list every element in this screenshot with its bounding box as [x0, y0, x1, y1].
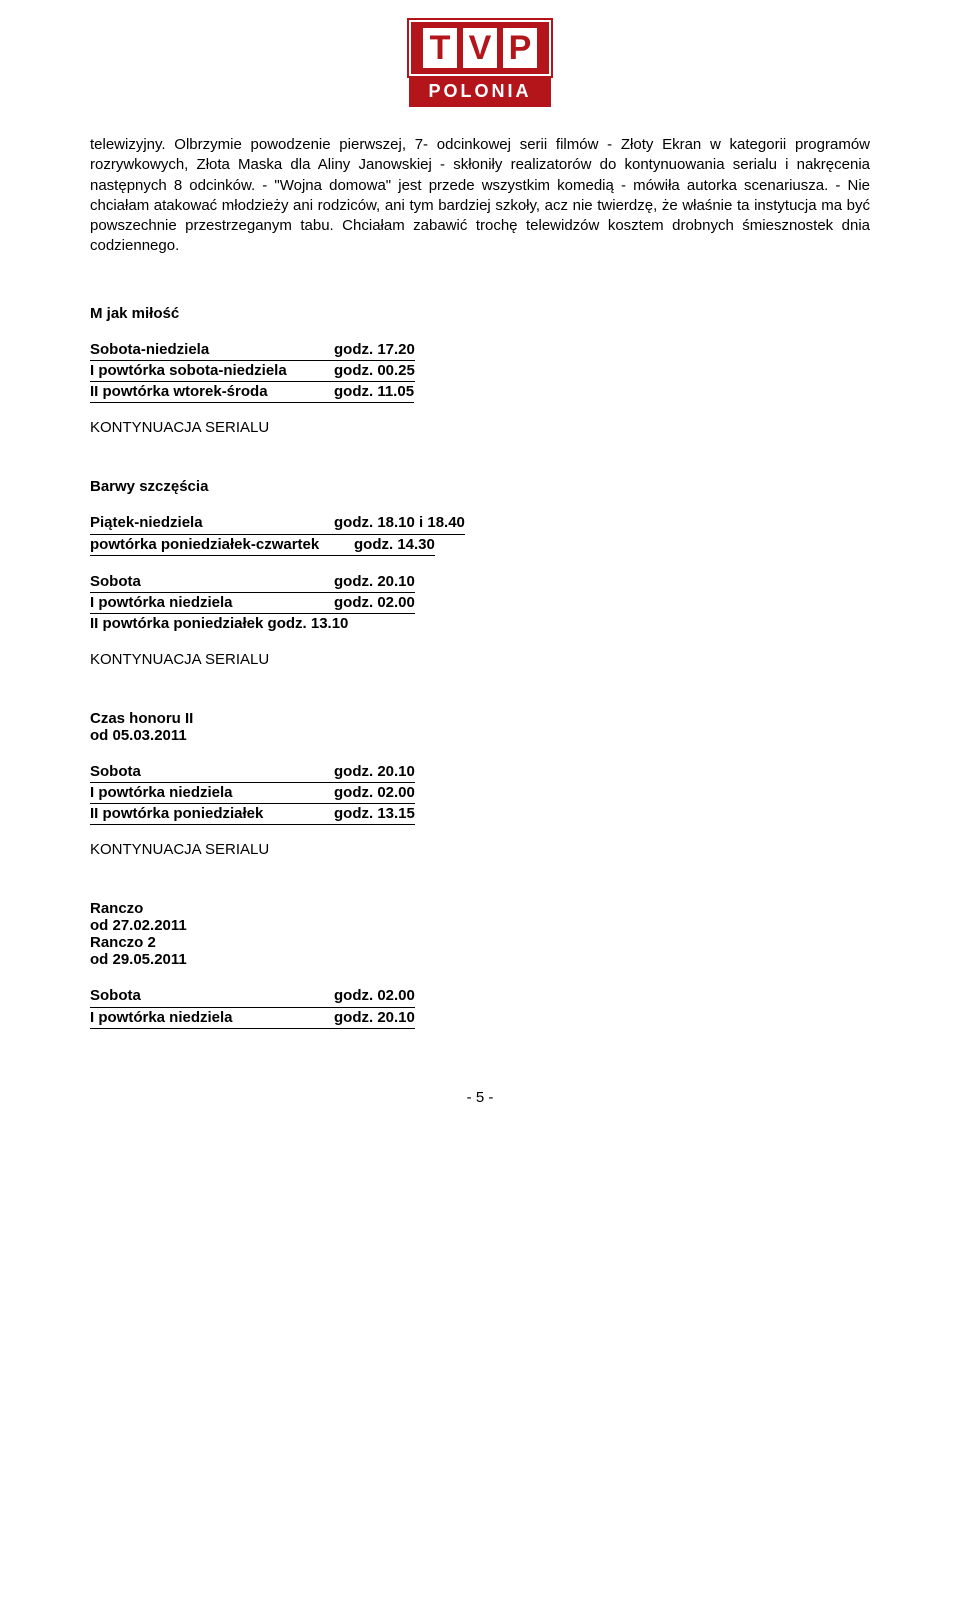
section-barwy-szczescia: Barwy szczęścia Piątek-niedziela godz. 1… [90, 478, 870, 667]
continuation-label: KONTYNUACJA SERIALU [90, 841, 870, 858]
schedule-time: godz. 13.15 [330, 804, 415, 825]
schedule-row: Sobota-niedziela godz. 17.20 [90, 340, 870, 361]
schedule-time: godz. 02.00 [330, 986, 415, 1007]
logo-letter-p: P [503, 28, 537, 68]
schedule-block: Piątek-niedziela godz. 18.10 i 18.40 pow… [90, 513, 870, 556]
schedule-row: II powtórka poniedziałek godz. 13.15 [90, 804, 870, 825]
section-date-2: od 29.05.2011 [90, 951, 187, 968]
schedule-block: Sobota-niedziela godz. 17.20 I powtórka … [90, 340, 870, 404]
section-title: Ranczo od 27.02.2011 Ranczo 2 od 29.05.2… [90, 900, 870, 968]
continuation-label: KONTYNUACJA SERIALU [90, 651, 870, 668]
schedule-row: Piątek-niedziela godz. 18.10 i 18.40 [90, 513, 870, 534]
schedule-label: Piątek-niedziela [90, 513, 330, 534]
schedule-time: godz. 02.00 [330, 593, 415, 614]
schedule-row: I powtórka niedziela godz. 02.00 [90, 783, 870, 804]
schedule-time: godz. 20.10 [330, 572, 415, 593]
schedule-label: Sobota-niedziela [90, 340, 330, 361]
section-title-text-2: Ranczo 2 [90, 934, 156, 951]
schedule-label: powtórka poniedziałek-czwartek [90, 535, 350, 556]
section-date: od 05.03.2011 [90, 727, 187, 744]
schedule-label: II powtórka poniedziałek [90, 804, 330, 825]
schedule-row: II powtórka poniedziałek godz. 13.10 [90, 614, 870, 634]
schedule-row: I powtórka niedziela godz. 20.10 [90, 1008, 870, 1029]
schedule-block: Sobota godz. 20.10 I powtórka niedziela … [90, 762, 870, 826]
schedule-time: godz. 20.10 [330, 1008, 415, 1029]
schedule-row: I powtórka niedziela godz. 02.00 [90, 593, 870, 614]
logo-top: T V P [409, 20, 551, 76]
logo-container: T V P POLONIA [90, 20, 870, 107]
schedule-row: Sobota godz. 02.00 [90, 986, 870, 1007]
schedule-label: I powtórka niedziela [90, 1008, 330, 1029]
schedule-label: Sobota [90, 572, 330, 593]
schedule-label: Sobota [90, 986, 330, 1007]
logo-letter-v: V [463, 28, 497, 68]
schedule-label: I powtórka sobota-niedziela [90, 361, 330, 382]
logo-subtitle: POLONIA [409, 78, 551, 107]
continuation-label: KONTYNUACJA SERIALU [90, 419, 870, 436]
logo-letter-t: T [423, 28, 457, 68]
section-date: od 27.02.2011 [90, 917, 187, 934]
page: T V P POLONIA telewizyjny. Olbrzymie pow… [0, 0, 960, 1618]
schedule-time: godz. 02.00 [330, 783, 415, 804]
schedule-row: powtórka poniedziałek-czwartek godz. 14.… [90, 535, 870, 556]
schedule-row: Sobota godz. 20.10 [90, 572, 870, 593]
section-title: M jak miłość [90, 305, 870, 322]
schedule-time: godz. 00.25 [330, 361, 415, 382]
section-title: Czas honoru II od 05.03.2011 [90, 710, 870, 744]
tvp-polonia-logo: T V P POLONIA [409, 20, 551, 107]
section-title-text: Ranczo [90, 900, 143, 917]
schedule-row: I powtórka sobota-niedziela godz. 00.25 [90, 361, 870, 382]
schedule-time: godz. 14.30 [350, 535, 435, 556]
schedule-row: Sobota godz. 20.10 [90, 762, 870, 783]
section-ranczo: Ranczo od 27.02.2011 Ranczo 2 od 29.05.2… [90, 900, 870, 1029]
section-m-jak-milosc: M jak miłość Sobota-niedziela godz. 17.2… [90, 305, 870, 437]
schedule-block: Sobota godz. 20.10 I powtórka niedziela … [90, 572, 870, 635]
schedule-time: godz. 18.10 i 18.40 [330, 513, 465, 534]
body-paragraph: telewizyjny. Olbrzymie powodzenie pierws… [90, 135, 870, 257]
schedule-label: I powtórka niedziela [90, 783, 330, 804]
section-title: Barwy szczęścia [90, 478, 870, 495]
section-title-text: Czas honoru II [90, 710, 193, 727]
schedule-time: godz. 11.05 [330, 382, 414, 403]
schedule-time: godz. 17.20 [330, 340, 415, 361]
schedule-label: II powtórka wtorek-środa [90, 382, 330, 403]
schedule-block: Sobota godz. 02.00 I powtórka niedziela … [90, 986, 870, 1029]
schedule-label: II powtórka poniedziałek godz. 13.10 [90, 614, 348, 634]
schedule-label: I powtórka niedziela [90, 593, 330, 614]
schedule-row: II powtórka wtorek-środa godz. 11.05 [90, 382, 870, 403]
schedule-time: godz. 20.10 [330, 762, 415, 783]
section-czas-honoru: Czas honoru II od 05.03.2011 Sobota godz… [90, 710, 870, 859]
schedule-label: Sobota [90, 762, 330, 783]
page-number: - 5 - [90, 1089, 870, 1106]
